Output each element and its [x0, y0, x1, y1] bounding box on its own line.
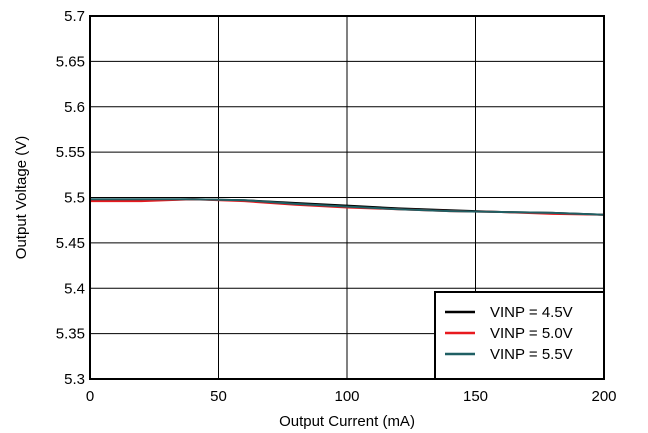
legend-label: VINP = 5.5V — [490, 346, 573, 363]
y-tick-label: 5.4 — [64, 280, 85, 297]
y-tick-label: 5.3 — [64, 371, 85, 388]
y-tick-label: 5.65 — [56, 53, 85, 70]
x-tick-label: 150 — [463, 388, 488, 405]
y-axis-ticks: 5.3 5.35 5.4 5.45 5.5 5.55 5.6 5.65 5.7 — [56, 8, 85, 388]
x-tick-label: 200 — [591, 388, 616, 405]
x-axis-title: Output Current (mA) — [279, 413, 415, 430]
legend-label: VINP = 5.0V — [490, 325, 573, 342]
series-line-3 — [90, 198, 605, 216]
legend-box — [434, 291, 605, 380]
y-tick-label: 5.6 — [64, 99, 85, 116]
x-tick-label: 100 — [334, 388, 359, 405]
x-tick-label: 0 — [86, 388, 94, 405]
y-tick-label: 5.5 — [64, 190, 85, 207]
legend-label: VINP = 4.5V — [490, 304, 573, 321]
x-axis-ticks: 0 50 100 150 200 — [86, 388, 617, 405]
y-tick-label: 5.45 — [56, 235, 85, 252]
y-tick-label: 5.35 — [56, 326, 85, 343]
legend: VINP = 4.5V VINP = 5.0V VINP = 5.5V — [434, 291, 605, 380]
y-axis-title: Output Voltage (V) — [13, 136, 30, 259]
y-tick-label: 5.55 — [56, 144, 85, 161]
plot-frame — [89, 15, 605, 380]
series-lines — [90, 198, 605, 216]
y-tick-label: 5.7 — [64, 8, 85, 25]
x-tick-label: 50 — [210, 388, 227, 405]
